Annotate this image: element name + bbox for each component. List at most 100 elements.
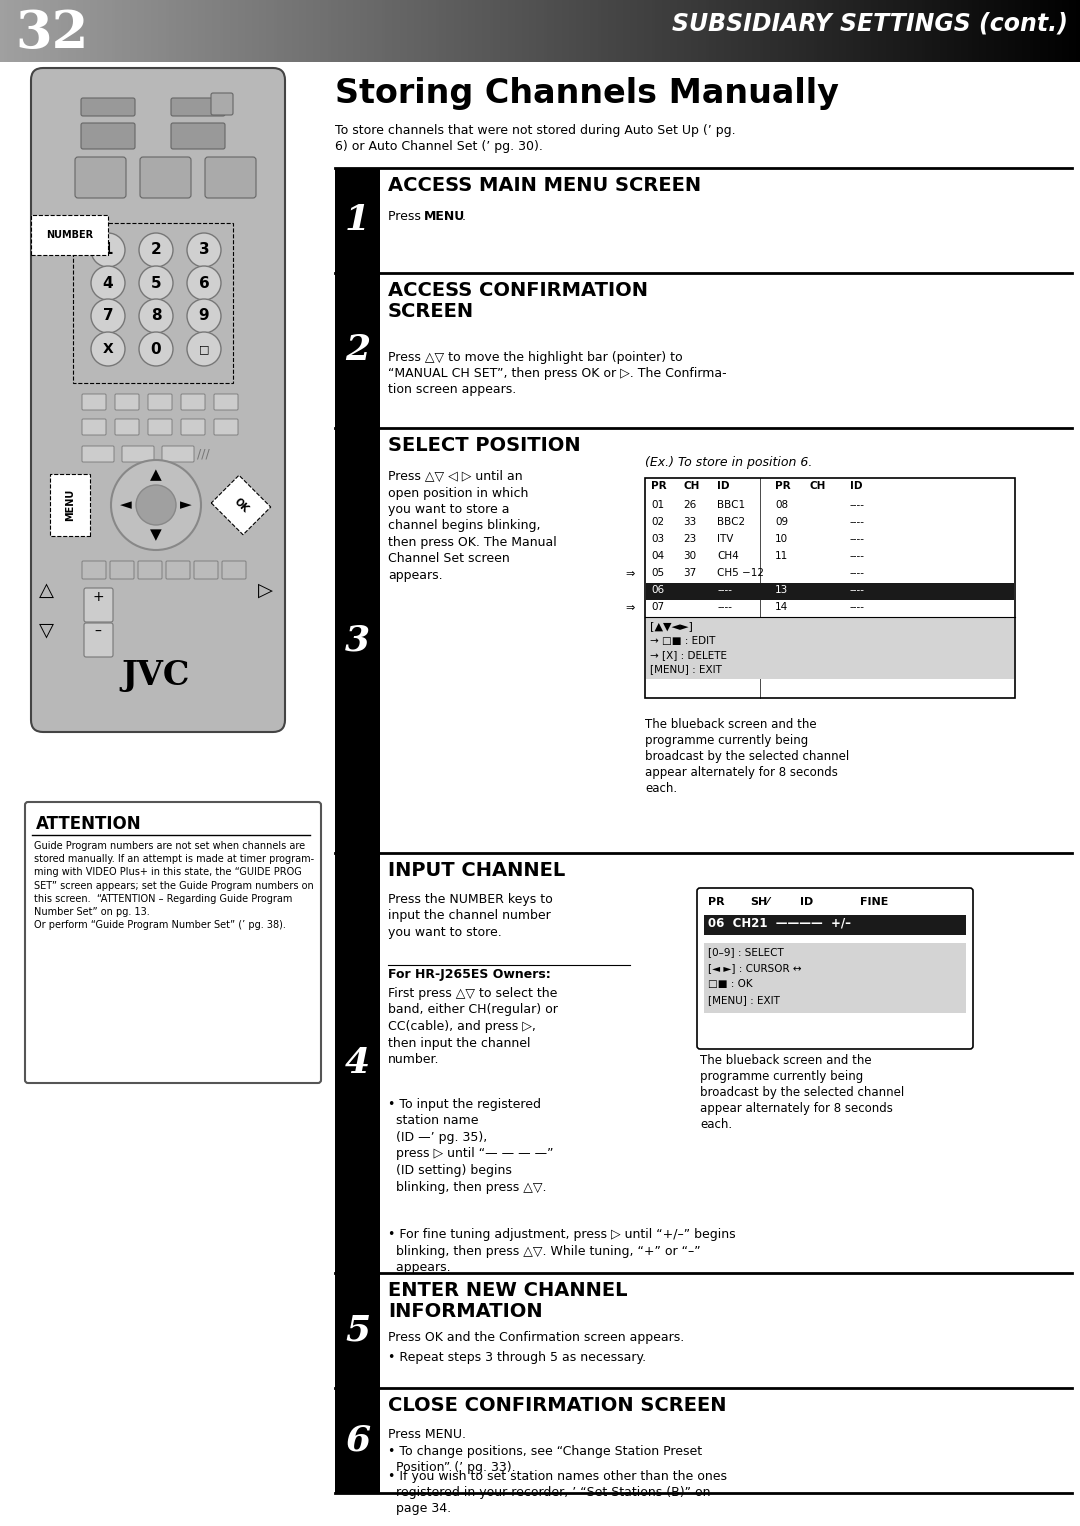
Bar: [594, 0, 598, 63]
Bar: [900, 0, 905, 63]
Bar: [489, 0, 495, 63]
FancyBboxPatch shape: [181, 420, 205, 435]
FancyBboxPatch shape: [81, 124, 135, 150]
Bar: [656, 0, 660, 63]
Bar: [338, 0, 343, 63]
Bar: [543, 0, 549, 63]
Bar: [165, 0, 171, 63]
Bar: [896, 0, 901, 63]
Text: ▼: ▼: [150, 528, 162, 543]
Bar: [335, 1273, 380, 1389]
Bar: [799, 0, 804, 63]
Bar: [1055, 0, 1059, 63]
Text: 6: 6: [345, 1424, 370, 1457]
Text: ----: ----: [850, 584, 865, 595]
Bar: [43, 0, 48, 63]
FancyBboxPatch shape: [211, 93, 233, 114]
Bar: [910, 0, 916, 63]
Text: ACCESS CONFIRMATION
SCREEN: ACCESS CONFIRMATION SCREEN: [388, 281, 648, 322]
Text: 5: 5: [151, 276, 161, 290]
Bar: [443, 0, 447, 63]
Text: The blueback screen and the
programme currently being
broadcast by the selected : The blueback screen and the programme cu…: [700, 1054, 904, 1131]
Bar: [62, 0, 66, 63]
Bar: [964, 0, 970, 63]
Text: • To change positions, see “Change Station Preset
  Position” (’ pg. 33).: • To change positions, see “Change Stati…: [388, 1445, 702, 1474]
Bar: [867, 0, 873, 63]
Bar: [424, 0, 430, 63]
Bar: [435, 0, 441, 63]
Bar: [994, 0, 998, 63]
Bar: [616, 0, 620, 63]
Bar: [532, 0, 538, 63]
FancyBboxPatch shape: [122, 446, 154, 462]
Bar: [943, 0, 948, 63]
Text: For HR-J265ES Owners:: For HR-J265ES Owners:: [388, 967, 551, 981]
Bar: [126, 0, 131, 63]
Bar: [619, 0, 624, 63]
Bar: [882, 0, 887, 63]
Bar: [605, 0, 609, 63]
Bar: [148, 0, 152, 63]
Bar: [381, 0, 387, 63]
Bar: [472, 0, 476, 63]
Text: [MENU] : EXIT: [MENU] : EXIT: [650, 664, 721, 674]
Text: ▽: ▽: [39, 621, 54, 639]
Bar: [252, 0, 257, 63]
Bar: [504, 0, 509, 63]
Bar: [144, 0, 149, 63]
Bar: [781, 0, 786, 63]
Bar: [835, 0, 840, 63]
Bar: [418, 0, 422, 63]
Bar: [464, 0, 469, 63]
Bar: [1001, 0, 1005, 63]
Bar: [704, 916, 966, 935]
Bar: [853, 0, 858, 63]
Bar: [72, 0, 77, 63]
Bar: [256, 0, 260, 63]
Text: SH⁄: SH⁄: [750, 897, 769, 906]
Bar: [224, 0, 228, 63]
Text: 5: 5: [345, 1314, 370, 1347]
Text: 9: 9: [199, 308, 210, 324]
Bar: [25, 0, 30, 63]
Bar: [508, 0, 512, 63]
FancyBboxPatch shape: [114, 394, 139, 410]
Bar: [889, 0, 894, 63]
Bar: [1023, 0, 1027, 63]
Bar: [745, 0, 750, 63]
Text: The blueback screen and the
programme currently being
broadcast by the selected : The blueback screen and the programme cu…: [645, 719, 849, 795]
Bar: [273, 0, 279, 63]
Bar: [623, 0, 627, 63]
Circle shape: [187, 233, 221, 267]
Text: PR: PR: [775, 481, 791, 491]
FancyBboxPatch shape: [82, 394, 106, 410]
FancyBboxPatch shape: [82, 562, 106, 578]
Text: → □■ : EDIT: → □■ : EDIT: [650, 636, 715, 645]
Text: 37: 37: [683, 568, 697, 578]
Text: → [X] : DELETE: → [X] : DELETE: [650, 650, 727, 661]
Bar: [54, 0, 58, 63]
Bar: [648, 0, 652, 63]
Text: ----: ----: [850, 568, 865, 578]
FancyBboxPatch shape: [82, 446, 114, 462]
Bar: [886, 0, 890, 63]
Bar: [421, 0, 426, 63]
Text: CH: CH: [683, 481, 700, 491]
Bar: [1044, 0, 1049, 63]
Bar: [356, 0, 361, 63]
Text: ►: ►: [180, 497, 192, 513]
Bar: [940, 0, 944, 63]
Text: 33: 33: [683, 517, 697, 526]
Text: 2: 2: [345, 334, 370, 368]
Bar: [720, 0, 725, 63]
Text: ///: ///: [197, 447, 210, 461]
Bar: [11, 0, 15, 63]
Bar: [537, 0, 541, 63]
Bar: [191, 0, 195, 63]
Bar: [446, 0, 451, 63]
Bar: [278, 0, 282, 63]
Bar: [602, 0, 606, 63]
Bar: [349, 0, 354, 63]
Circle shape: [139, 233, 173, 267]
Bar: [807, 0, 811, 63]
